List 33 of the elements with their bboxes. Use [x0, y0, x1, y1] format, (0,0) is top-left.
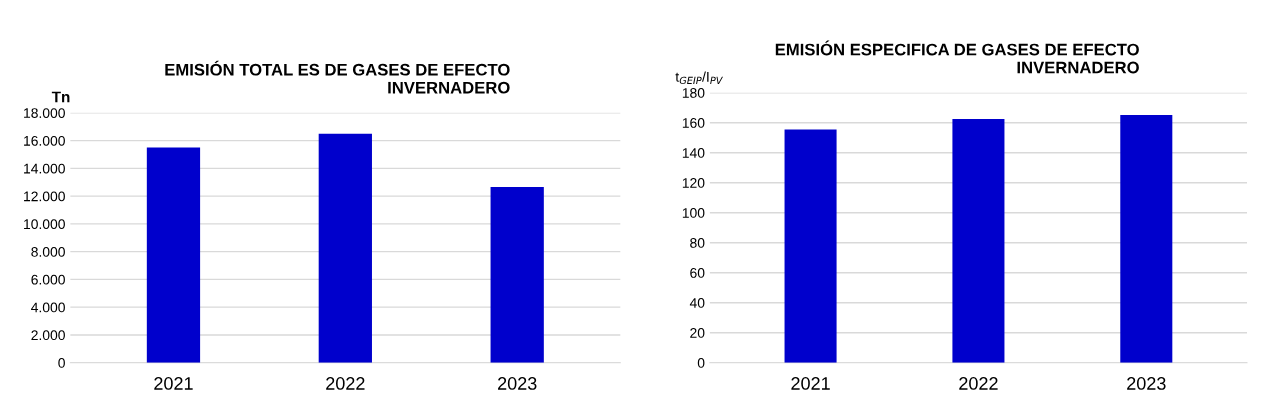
- y-tick-label: 120: [682, 178, 705, 188]
- x-tick-label: 2021: [791, 377, 830, 390]
- x-tick-label: 2021: [154, 377, 193, 390]
- y-tick-label: 10.000: [24, 219, 65, 230]
- y-tick-label: 160: [682, 118, 705, 128]
- y-tick-label: 80: [690, 238, 705, 248]
- x-tick-label: 2022: [326, 377, 365, 390]
- y-axis-title: Tn: [51, 91, 70, 103]
- x-tick-label: 2023: [498, 377, 537, 390]
- chart-title: EMISIÓN ESPECIFICA DE GASES DE EFECTO INVERNADERO: [775, 40, 1139, 74]
- y-tick-label: 20: [690, 328, 705, 338]
- y-tick-label: 2.000: [31, 330, 65, 341]
- y-tick-label: 18.000: [24, 108, 65, 119]
- y-tick-label: 60: [690, 268, 705, 278]
- y-tick-label: 100: [682, 208, 705, 218]
- y-axis-title: t$_{GEIP}$/I$_{PV}$: [675, 71, 723, 85]
- bar: [490, 187, 544, 363]
- bar: [318, 133, 372, 363]
- y-tick-label: 180: [682, 88, 705, 98]
- bar: [146, 147, 201, 363]
- x-tick-label: 2023: [1127, 377, 1166, 390]
- y-tick-label: 8.000: [31, 246, 65, 257]
- chart-title: EMISIÓN TOTAL ES DE GASES DE EFECTO INVERNADERO: [165, 60, 510, 94]
- y-tick-label: 0: [697, 358, 705, 368]
- y-tick-label: 6.000: [31, 274, 65, 285]
- y-tick-label: 0: [58, 358, 65, 368]
- y-tick-label: 14.000: [24, 163, 65, 174]
- y-tick-label: 12.000: [24, 191, 65, 202]
- y-tick-label: 16.000: [24, 135, 65, 146]
- y-tick-label: 4.000: [31, 302, 65, 313]
- x-tick-label: 2022: [959, 377, 998, 390]
- y-tick-label: 40: [689, 298, 705, 308]
- y-tick-label: 140: [682, 148, 705, 158]
